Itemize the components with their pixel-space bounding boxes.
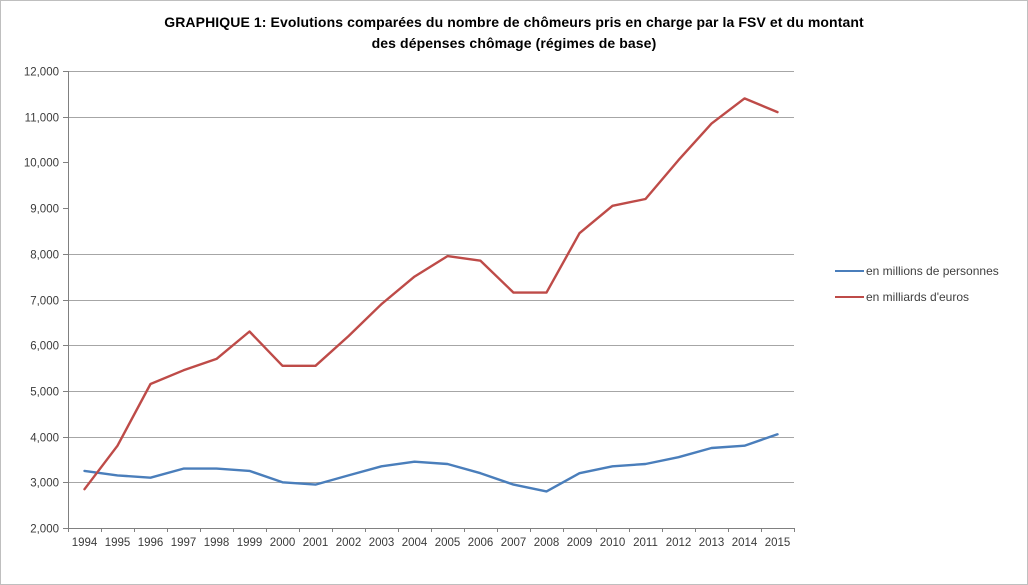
- chart-legend: en millions de personnes en milliards d'…: [835, 264, 999, 304]
- legend-line-swatch-red-icon: [835, 296, 864, 298]
- legend-line-swatch-blue-icon: [835, 270, 864, 272]
- svg-text:1999: 1999: [237, 537, 263, 549]
- chart-title-line2: des dépenses chômage (régimes de base): [371, 35, 657, 51]
- gridlines: [68, 71, 794, 483]
- svg-text:2005: 2005: [435, 537, 461, 549]
- y-axis-labels: 2,000 3,000 4,000 5,000 6,000 7,000 8,000 9,000…: [24, 67, 59, 536]
- legend-label-milliards-euros: en milliards d'euros: [866, 290, 970, 304]
- svg-text:1995: 1995: [105, 537, 131, 549]
- data-series: [83, 97, 779, 493]
- svg-text:5,000: 5,000: [30, 387, 59, 399]
- svg-text:2,000: 2,000: [30, 524, 59, 536]
- svg-text:1996: 1996: [138, 537, 164, 549]
- svg-text:1994: 1994: [72, 537, 98, 549]
- svg-text:2013: 2013: [699, 537, 725, 549]
- svg-text:2014: 2014: [732, 537, 758, 549]
- svg-text:2007: 2007: [501, 537, 527, 549]
- svg-text:3,000: 3,000: [30, 478, 59, 490]
- svg-text:9,000: 9,000: [30, 204, 59, 216]
- svg-text:2001: 2001: [303, 537, 329, 549]
- svg-text:10,000: 10,000: [24, 158, 59, 170]
- legend-item-milliards-euros: en milliards d'euros: [835, 290, 999, 304]
- chart-title: GRAPHIQUE 1: Evolutions comparées du nom…: [1, 12, 1027, 54]
- svg-text:8,000: 8,000: [30, 250, 59, 262]
- svg-text:2006: 2006: [468, 537, 494, 549]
- legend-item-millions-personnes: en millions de personnes: [835, 264, 999, 278]
- series-line-0: [83, 433, 779, 493]
- svg-text:7,000: 7,000: [30, 296, 59, 308]
- chart-title-line1: GRAPHIQUE 1: Evolutions comparées du nom…: [164, 14, 864, 30]
- axis-lines: [68, 71, 794, 529]
- svg-text:2003: 2003: [369, 537, 395, 549]
- svg-text:2010: 2010: [600, 537, 626, 549]
- svg-text:2015: 2015: [765, 537, 791, 549]
- svg-text:1997: 1997: [171, 537, 197, 549]
- x-axis-labels: 1994 1995 1996 1997 1998 1999 2000 2001 2002 2003…: [72, 537, 791, 549]
- svg-text:6,000: 6,000: [30, 341, 59, 353]
- svg-text:2011: 2011: [633, 537, 658, 549]
- svg-text:12,000: 12,000: [24, 67, 59, 79]
- svg-text:1998: 1998: [204, 537, 230, 549]
- svg-text:2002: 2002: [336, 537, 362, 549]
- series-line-1: [83, 97, 779, 491]
- svg-text:2008: 2008: [534, 537, 560, 549]
- svg-text:4,000: 4,000: [30, 433, 59, 445]
- svg-text:2009: 2009: [567, 537, 593, 549]
- svg-text:2004: 2004: [402, 537, 428, 549]
- svg-text:11,000: 11,000: [25, 113, 59, 125]
- svg-text:2012: 2012: [666, 537, 692, 549]
- svg-text:2000: 2000: [270, 537, 296, 549]
- legend-label-millions-personnes: en millions de personnes: [866, 264, 999, 278]
